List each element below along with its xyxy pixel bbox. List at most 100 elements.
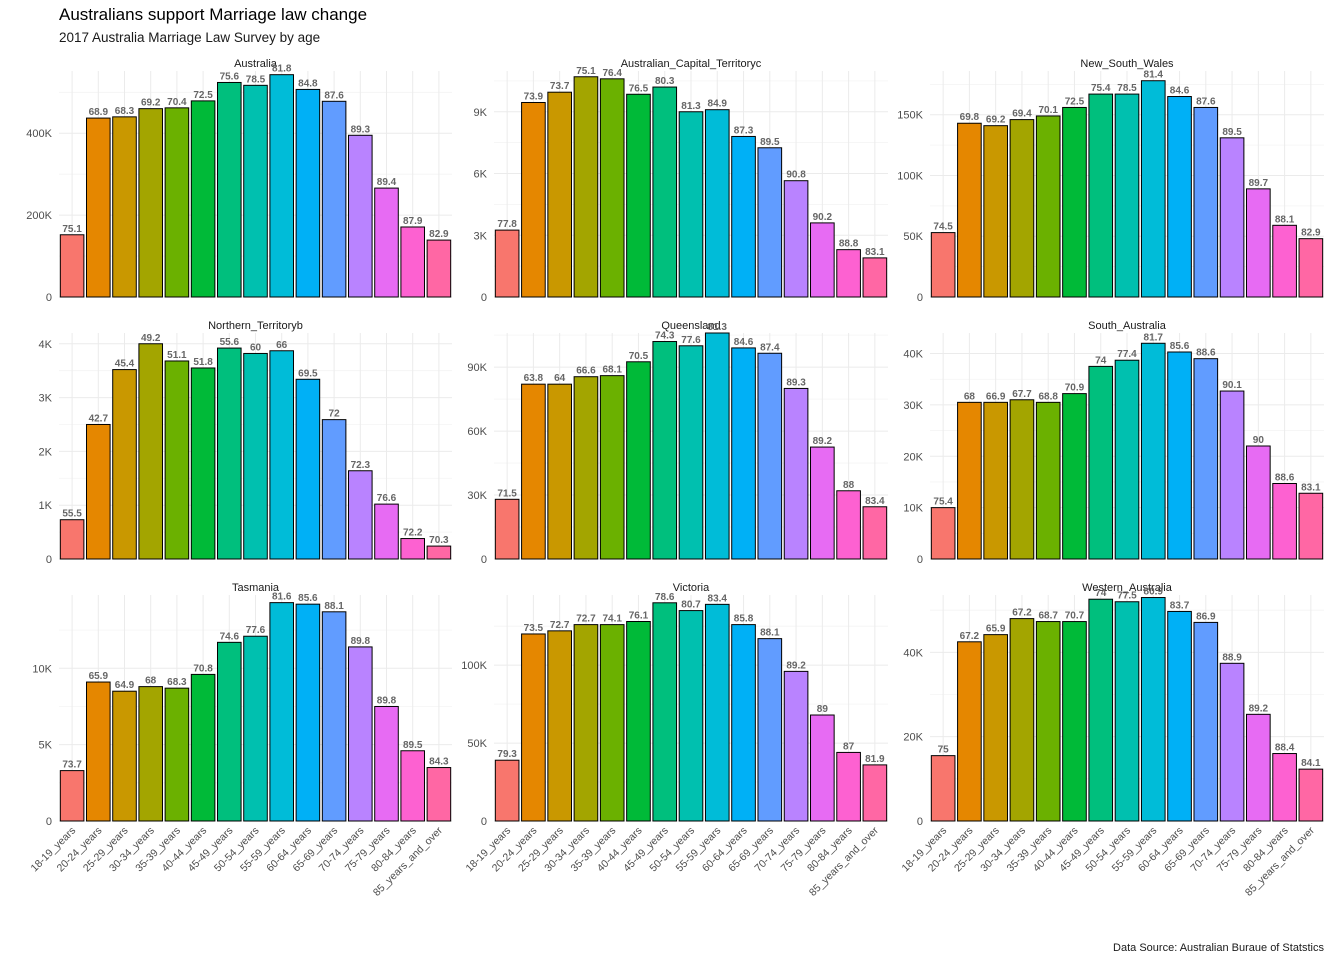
bar-20-24_years — [86, 423, 111, 560]
data-label: 74 — [1095, 588, 1107, 599]
panel-Western_Australia: 0 20K 40K Western_Australia 75 67.2 65.9 67.2 68… — [899, 582, 1324, 899]
data-label: 89.3 — [786, 377, 806, 388]
chart-title: Australians support Marriage law change — [59, 5, 367, 24]
bar-18-19_years — [930, 232, 956, 298]
data-label: 72 — [329, 409, 341, 420]
y-tick-label: 30K — [467, 490, 487, 502]
panel-title: New_South_Wales — [1080, 58, 1174, 70]
y-tick-label: 150K — [897, 110, 923, 122]
data-label: 85.8 — [734, 614, 754, 625]
bar-30-34_years — [573, 376, 599, 560]
bar-75-79_years — [810, 222, 835, 298]
panel-Queensland: 0 30K 60K 90K Queensland 71.5 63.8 64 66.6 68.1 70… — [467, 320, 888, 566]
bar-70-74_years — [783, 180, 809, 298]
data-label: 69.5 — [298, 368, 318, 379]
bar-65-69_years — [321, 419, 347, 560]
bar-40-44_years — [626, 620, 651, 822]
bar-25-29_years — [112, 369, 137, 560]
data-label: 69.4 — [1012, 109, 1032, 120]
data-label: 73.7 — [550, 81, 570, 92]
data-label: 68.9 — [89, 107, 109, 118]
bar-40-44_years — [626, 361, 651, 560]
bar-80-84_years — [1272, 482, 1297, 560]
bar-25-29_years — [547, 91, 572, 298]
y-tick-label: 200K — [26, 210, 52, 222]
panel-title: Northern_Territoryb — [208, 320, 303, 332]
data-label: 89.4 — [377, 177, 397, 188]
data-label: 67.7 — [1012, 389, 1032, 400]
data-label: 83.1 — [865, 247, 885, 258]
data-label: 65.9 — [986, 624, 1006, 635]
y-tick-label: 0 — [46, 292, 52, 304]
bar-45-49_years — [1088, 93, 1114, 298]
bar-65-69_years — [757, 638, 783, 822]
bar-18-19_years — [494, 229, 520, 298]
data-label: 70.8 — [193, 663, 213, 674]
data-label: 80.3 — [655, 76, 675, 87]
bar-30-34_years — [1009, 119, 1035, 298]
bar-85_years_and_over — [862, 764, 888, 822]
data-label: 84.9 — [708, 99, 728, 110]
data-label: 73.5 — [524, 623, 544, 634]
y-tick-label: 30K — [903, 400, 923, 412]
bar-85_years_and_over — [426, 545, 452, 560]
data-label: 89.7 — [1249, 178, 1269, 189]
data-label: 68 — [145, 676, 157, 687]
bar-25-29_years — [983, 401, 1008, 560]
y-tick-label: 2K — [39, 446, 53, 458]
data-label: 77.5 — [1117, 591, 1137, 602]
bar-80-84_years — [400, 538, 425, 560]
bar-40-44_years — [1062, 621, 1087, 822]
data-label: 88.8 — [839, 239, 859, 250]
bar-50-54_years — [243, 352, 268, 560]
data-label: 72.3 — [351, 460, 371, 471]
data-label: 84.8 — [298, 78, 318, 89]
data-label: 79.3 — [497, 749, 517, 760]
data-label: 77.4 — [1117, 349, 1137, 360]
bar-85_years_and_over — [1298, 768, 1324, 822]
chart-subtitle: 2017 Australia Marriage Law Survey by ag… — [59, 30, 320, 45]
bar-30-34_years — [573, 76, 599, 298]
data-label: 69.2 — [141, 98, 161, 109]
bar-50-54_years — [678, 610, 704, 822]
data-label: 87.6 — [324, 90, 344, 101]
bar-35-39_years — [164, 360, 190, 560]
bar-40-44_years — [1062, 106, 1087, 298]
bar-40-44_years — [626, 93, 651, 298]
data-label: 87.3 — [734, 125, 754, 136]
panel-Northern_Territoryb: 0 1K 2K 3K 4K Northern_Territoryb 55.5 42.7 45.4… — [39, 320, 452, 566]
data-label: 85.6 — [1170, 341, 1190, 352]
data-label: 90.2 — [813, 212, 833, 223]
bar-65-69_years — [321, 100, 347, 298]
data-label: 74.1 — [602, 614, 622, 625]
data-label: 75.1 — [62, 224, 82, 235]
data-label: 68 — [964, 391, 976, 402]
data-label: 89.2 — [1249, 703, 1269, 714]
data-label: 74.6 — [220, 631, 240, 642]
data-label: 89.2 — [786, 660, 806, 671]
data-label: 68.7 — [1038, 611, 1058, 622]
data-label: 51.8 — [193, 357, 213, 368]
bar-20-24_years — [86, 681, 111, 822]
panel-title: Australia — [234, 58, 278, 70]
y-tick-label: 0 — [46, 554, 52, 566]
panel-Australia: 0 200K 400K Australia 75.1 68.9 68.3 69.2 70.4 72… — [26, 58, 452, 304]
panel-Victoria: 0 50K 100K Victoria 79.3 73.5 72.7 72.7 74.1 76.1… — [461, 582, 888, 899]
bar-80-84_years — [1272, 224, 1297, 298]
data-label: 70.1 — [1038, 105, 1058, 116]
y-tick-label: 100K — [461, 660, 487, 672]
data-label: 89 — [817, 704, 829, 715]
data-label: 88.4 — [1275, 743, 1295, 754]
bar-25-29_years — [983, 634, 1008, 822]
panel-title: South_Australia — [1088, 320, 1167, 332]
bar-18-19_years — [930, 507, 956, 560]
y-tick-label: 400K — [26, 128, 52, 140]
data-label: 81.8 — [272, 64, 292, 75]
y-tick-label: 0 — [917, 554, 923, 566]
y-tick-label: 9K — [474, 107, 488, 119]
panel-Tasmania: 0 5K 10K Tasmania 73.7 65.9 64.9 68 68.3 70.8 74.6… — [28, 582, 452, 899]
data-label: 70.3 — [429, 535, 449, 546]
data-label: 89.3 — [351, 124, 371, 135]
bar-50-54_years — [678, 111, 704, 298]
